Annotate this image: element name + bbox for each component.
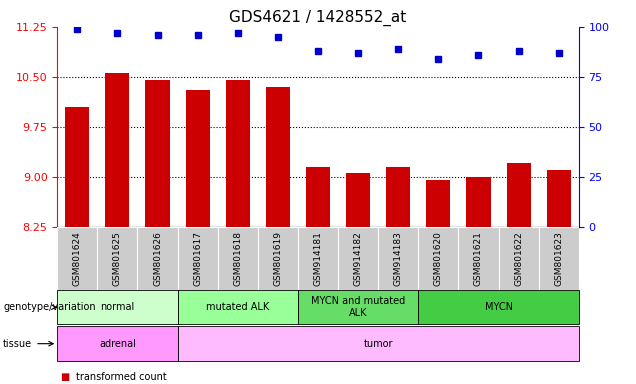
Title: GDS4621 / 1428552_at: GDS4621 / 1428552_at	[230, 9, 406, 25]
Text: GSM801621: GSM801621	[474, 231, 483, 286]
Bar	[426, 180, 450, 227]
Bar	[547, 170, 570, 227]
Bar	[506, 163, 530, 227]
Bar	[418, 227, 459, 290]
Bar	[306, 167, 330, 227]
Bar	[106, 73, 130, 227]
Text: GSM801620: GSM801620	[434, 231, 443, 286]
Bar	[266, 87, 290, 227]
Text: GSM801624: GSM801624	[73, 231, 82, 286]
Bar	[57, 227, 97, 290]
Bar	[386, 167, 410, 227]
Text: genotype/variation: genotype/variation	[3, 302, 96, 312]
Bar	[177, 227, 218, 290]
Bar	[378, 227, 418, 290]
Text: tissue: tissue	[3, 339, 32, 349]
Text: GSM914181: GSM914181	[314, 231, 322, 286]
Text: tumor: tumor	[363, 339, 393, 349]
Bar	[146, 80, 170, 227]
Text: GSM801625: GSM801625	[113, 231, 122, 286]
Bar	[499, 227, 539, 290]
Text: transformed count: transformed count	[76, 372, 167, 382]
Text: MYCN and mutated
ALK: MYCN and mutated ALK	[311, 296, 405, 318]
Bar	[226, 80, 250, 227]
Bar	[186, 90, 210, 227]
Bar	[459, 227, 499, 290]
Text: mutated ALK: mutated ALK	[206, 302, 270, 312]
Text: GSM801622: GSM801622	[514, 231, 523, 286]
Text: GSM914182: GSM914182	[354, 231, 363, 286]
Bar	[218, 227, 258, 290]
Text: GSM801617: GSM801617	[193, 231, 202, 286]
Bar	[539, 227, 579, 290]
Bar	[137, 227, 177, 290]
Bar	[97, 227, 137, 290]
Bar	[66, 107, 89, 227]
Text: GSM801618: GSM801618	[233, 231, 242, 286]
Text: GSM801619: GSM801619	[273, 231, 282, 286]
Text: adrenal: adrenal	[99, 339, 136, 349]
Bar	[258, 227, 298, 290]
Text: GSM801626: GSM801626	[153, 231, 162, 286]
Bar	[338, 227, 378, 290]
Bar	[346, 173, 370, 227]
Bar	[298, 227, 338, 290]
Text: MYCN: MYCN	[485, 302, 513, 312]
Text: ■: ■	[60, 372, 70, 382]
Text: normal: normal	[100, 302, 135, 312]
Text: GSM914183: GSM914183	[394, 231, 403, 286]
Text: GSM801623: GSM801623	[554, 231, 563, 286]
Bar	[466, 177, 490, 227]
